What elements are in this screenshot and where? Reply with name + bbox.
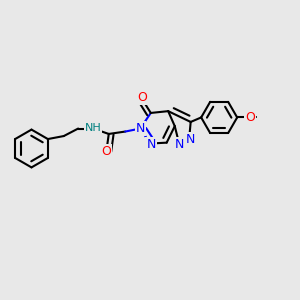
Text: N: N [175,138,184,151]
Text: NH: NH [85,123,101,133]
Text: O: O [245,111,255,124]
Text: O: O [137,91,147,103]
Text: N: N [146,138,156,151]
Text: N: N [185,133,195,146]
Text: O: O [101,145,111,158]
Text: N: N [136,122,145,135]
